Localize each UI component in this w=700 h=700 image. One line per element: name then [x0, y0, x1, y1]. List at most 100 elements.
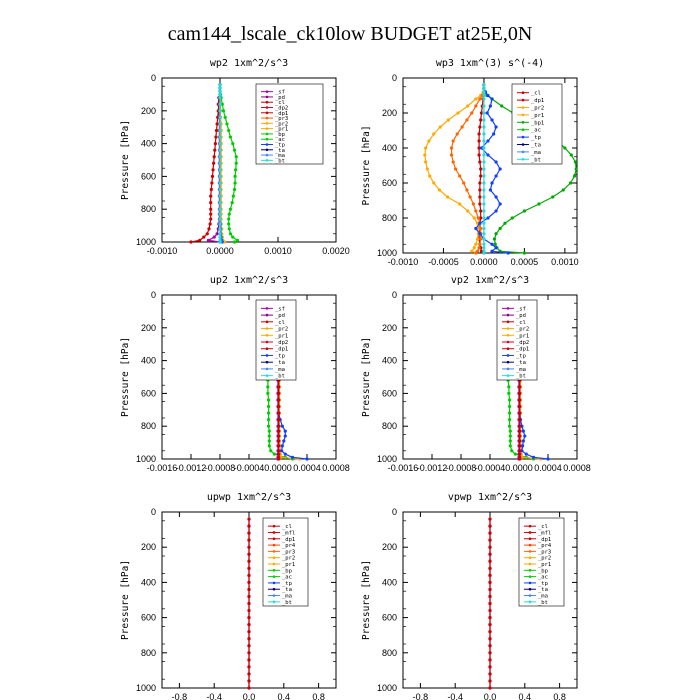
data-point	[227, 227, 231, 231]
legend-marker	[265, 132, 269, 136]
legend-box	[496, 299, 538, 381]
data-point	[518, 429, 522, 433]
legend-marker	[265, 333, 269, 337]
data-point	[247, 665, 251, 669]
legend-label: _ta	[531, 143, 541, 149]
data-point	[488, 580, 492, 585]
legend-label: _cl	[275, 320, 285, 326]
data-point	[477, 153, 481, 157]
data-point	[494, 246, 498, 250]
data-point	[475, 249, 480, 253]
legend-marker	[521, 150, 525, 154]
x-tick-label: 0.4	[519, 692, 532, 700]
data-point	[223, 115, 227, 119]
legend-label: _ta	[516, 360, 526, 366]
data-point	[478, 195, 482, 199]
data-point	[546, 457, 550, 461]
data-point	[482, 111, 486, 115]
y-tick-label: 600	[141, 388, 156, 398]
legend-marker	[265, 95, 269, 99]
data-point	[218, 115, 222, 119]
panel-title: vp2 1xm^2/s^3	[451, 275, 529, 286]
data-point	[507, 398, 512, 402]
legend-label: _ac	[282, 575, 292, 581]
legend-marker	[506, 354, 510, 357]
data-point	[218, 109, 222, 113]
legend-marker	[272, 550, 276, 553]
data-point	[508, 444, 512, 448]
panel-upwp: upwp 1xm^2/s^3 Pressure [hPa] 0 200 400 600 80…	[120, 492, 337, 700]
legend-label: _dp1	[538, 537, 551, 543]
data-point	[267, 439, 271, 443]
data-point	[479, 174, 483, 178]
data-point	[454, 167, 458, 171]
x-tick-label: -0.4	[447, 692, 463, 700]
legend-label: _ma	[275, 153, 285, 159]
y-tick-label: 400	[141, 577, 156, 587]
figure-title: cam144_lscale_ck10low BUDGET at25E,0N	[168, 23, 533, 45]
legend-marker	[506, 360, 510, 364]
legend-marker	[272, 556, 276, 559]
data-point	[490, 118, 494, 122]
data-point	[482, 202, 486, 206]
y-tick-label: 600	[141, 171, 156, 181]
y-tick-label: 0	[392, 290, 397, 300]
data-point	[235, 238, 239, 242]
data-point	[280, 444, 284, 448]
data-point	[209, 194, 213, 198]
x-tick-label: 0.0010	[264, 246, 292, 256]
data-point	[218, 161, 222, 165]
data-point	[563, 146, 567, 150]
data-point	[234, 161, 238, 165]
data-point	[500, 104, 504, 108]
data-point	[474, 209, 478, 213]
data-point	[209, 217, 213, 221]
y-axis-label: Pressure [hPa]	[120, 560, 131, 640]
legend-marker	[506, 347, 510, 351]
data-point	[456, 111, 460, 115]
data-point	[234, 168, 238, 172]
legend-marker	[506, 327, 510, 330]
y-tick-label: 400	[141, 139, 156, 149]
data-point	[280, 449, 284, 453]
data-point	[427, 139, 431, 143]
legend-marker	[528, 524, 532, 528]
data-point	[247, 679, 251, 683]
y-tick-label: 1000	[136, 683, 156, 693]
legend-label: _pr2	[275, 121, 288, 127]
data-point	[424, 160, 428, 164]
data-point	[482, 221, 486, 225]
y-tick-label: 400	[382, 143, 397, 153]
data-point	[482, 160, 486, 164]
data-point	[482, 216, 486, 220]
data-point	[537, 202, 541, 206]
data-point	[482, 104, 486, 108]
legend-marker	[506, 340, 510, 344]
y-tick-label: 400	[382, 577, 397, 587]
x-tick-label: 0.0	[243, 692, 256, 700]
y-tick-label: 0	[151, 73, 156, 83]
data-point	[513, 452, 517, 456]
y-tick-label: 800	[141, 648, 156, 658]
data-point	[462, 181, 466, 185]
data-point	[205, 232, 209, 236]
data-point	[266, 391, 270, 395]
plot-frame	[402, 77, 578, 254]
data-point	[209, 212, 213, 216]
legend-label: _dp1	[282, 537, 295, 543]
data-point	[218, 207, 222, 211]
data-point	[531, 455, 536, 459]
data-point	[218, 201, 222, 205]
data-point	[488, 679, 492, 683]
data-point	[561, 188, 565, 192]
legend-marker	[265, 127, 269, 130]
legend-label: _sf	[516, 306, 526, 312]
data-point	[470, 249, 474, 253]
legend-marker	[521, 128, 525, 131]
data-point	[488, 587, 492, 592]
data-point	[277, 385, 281, 389]
legend-marker	[265, 360, 269, 364]
data-point	[488, 517, 492, 521]
y-tick-label: 800	[382, 648, 397, 658]
data-point	[283, 434, 287, 438]
